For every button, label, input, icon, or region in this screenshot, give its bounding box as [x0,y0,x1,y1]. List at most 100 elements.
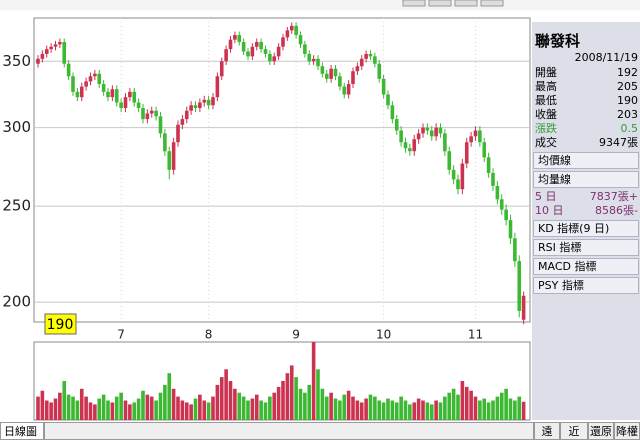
toolbar-button[interactable] [480,0,504,7]
candle-body [66,63,71,77]
volume-bar [281,381,285,420]
volume-bar [513,400,517,420]
candle-body [408,148,412,152]
volume-bar [499,392,504,420]
toolbar-button[interactable] [454,0,478,7]
candle-body [443,133,447,152]
volume-bar [276,386,281,420]
info-value: 203 [617,108,638,121]
control-button[interactable]: 近 [560,422,588,440]
info-label: 成交 [535,136,557,149]
volume-bar [128,404,132,420]
volume-bar [71,396,75,420]
candle-body [101,83,106,92]
control-button[interactable]: 降權 [614,422,640,440]
volume-bar [136,398,141,420]
x-tick-label: 10 [376,328,391,342]
control-button[interactable]: 遠 [534,422,560,440]
control-button[interactable]: 還原 [588,422,614,440]
scrollbar[interactable] [44,422,534,440]
ma-value: 8586張- [595,204,638,217]
candle-body [132,91,137,103]
indicator-button[interactable]: MACD 指標 [533,258,639,275]
volume-bar [316,369,320,420]
volume-bar [110,402,115,420]
info-value: 192 [617,66,638,79]
volume-bar [145,394,150,420]
volume-bar [119,392,123,420]
volume-bar [176,396,180,420]
indicator-button[interactable]: RSI 指標 [533,239,639,256]
candle-body [311,58,316,62]
candle-body [263,49,268,54]
volume-bar [359,402,364,420]
candle-body [211,97,215,106]
candle-body [394,119,399,131]
volume-bar [246,400,250,420]
candle-body [373,56,377,64]
candle-body [447,151,452,170]
volume-bar [311,342,316,420]
volume-bar [285,373,290,420]
candle-body [254,42,259,47]
volume-bar [451,388,456,420]
candle-body [381,78,386,95]
volume-bar [154,400,158,420]
candle-body [241,42,246,52]
volume-bar [171,388,176,420]
volume-bar [254,394,259,420]
candle-body [58,42,62,45]
y-tick-label: 200 [2,293,31,311]
volume-bar [416,398,421,420]
y-tick-label: 350 [2,52,31,70]
candle-body [167,151,172,170]
candle-body [189,105,193,111]
indicator-button[interactable]: KD 指標(9 日) [533,220,639,237]
volume-bar [298,388,303,420]
volume-ma-button[interactable]: 均量線 [533,171,639,188]
candle-body [97,73,102,84]
candle-body [198,102,202,108]
volume-bar [53,398,58,420]
volume-bar [482,398,487,420]
volume-bar [44,400,49,420]
volume-bar [403,400,408,420]
candle-body [285,30,290,38]
volume-bar [521,401,526,420]
candle-body [176,124,180,143]
volume-bar [478,400,482,420]
volume-bar [408,404,412,420]
volume-bar [123,400,128,420]
volume-bar [224,369,228,420]
candle-body [259,42,263,50]
candle-body [237,35,242,43]
volume-bar [132,402,137,420]
ma-value: 7837張+ [589,190,638,203]
candle-body [272,56,277,62]
stock-name: 聯發科 [535,32,581,50]
date: 2008/11/19 [574,51,638,64]
y-tick-label: 250 [2,197,31,215]
info-value: 9347張 [599,136,638,149]
info-label: 最高 [535,80,557,93]
volume-bar [233,388,237,420]
price-ma-button[interactable]: 均價線 [533,152,639,169]
candle-body [154,110,158,117]
candle-body [158,116,163,134]
volume-bar [307,384,312,420]
volume-bar [373,396,377,420]
x-tick-label: 8 [205,328,213,342]
candle-body [228,39,233,50]
candle-body [513,238,517,262]
toolbar-button[interactable] [402,0,426,7]
candle-body [464,142,469,164]
volume-bar [456,394,460,420]
candle-body [324,73,329,79]
volume-bar [184,402,189,420]
candle-body [460,163,465,190]
indicator-button[interactable]: PSY 指標 [533,277,639,294]
volume-bar [49,402,53,420]
candle-body [456,179,460,190]
chart-select[interactable]: 日線圖 [0,422,44,440]
toolbar-button[interactable] [428,0,452,7]
